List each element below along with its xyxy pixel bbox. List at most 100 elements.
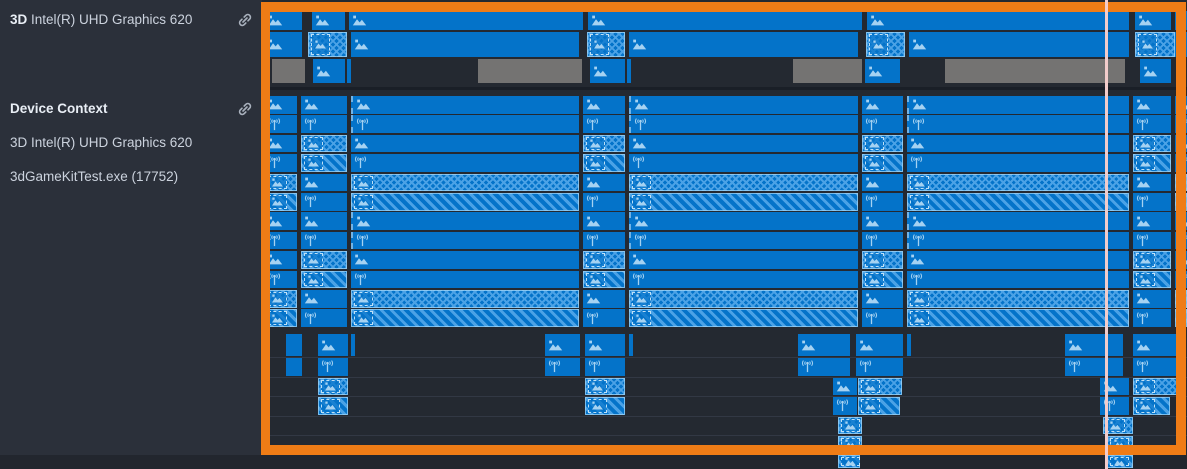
gpu-work-bar[interactable] [1133,377,1177,395]
track-header-3d-engine[interactable]: 3D Intel(R) UHD Graphics 620 [0,8,262,32]
gpu-work-bar[interactable] [585,397,625,415]
gpu-work-bar[interactable] [907,115,1129,133]
gpu-work-bar[interactable] [545,334,580,356]
gpu-work-bar[interactable] [286,334,302,356]
gpu-work-bar[interactable] [862,270,903,289]
gpu-work-bar[interactable] [351,134,579,153]
gpu-work-bar[interactable] [629,270,858,289]
gpu-work-bar[interactable] [585,358,625,376]
gpu-work-bar[interactable] [856,334,903,356]
gpu-work-bar[interactable] [1065,334,1123,356]
gpu-work-bar[interactable] [833,377,857,395]
gpu-work-bar[interactable] [301,231,347,250]
gpu-work-bar[interactable] [1107,455,1133,468]
gpu-work-bar[interactable] [1133,154,1171,172]
gpu-work-bar[interactable] [907,334,911,356]
gpu-work-bar[interactable] [1133,231,1171,250]
gpu-work-bar[interactable] [583,251,625,269]
gpu-work-bar[interactable] [585,334,625,356]
gpu-work-bar[interactable] [862,96,903,114]
gpu-work-bar[interactable] [1133,290,1171,308]
gpu-work-bar[interactable] [265,212,297,230]
gpu-work-bar[interactable] [583,193,625,211]
gpu-work-bar[interactable] [907,309,1129,327]
link-icon[interactable] [236,100,254,118]
gpu-work-bar[interactable] [627,59,631,83]
gpu-work-bar[interactable] [351,32,579,57]
gpu-work-bar[interactable] [907,290,1129,308]
gpu-work-bar[interactable] [351,251,579,269]
gpu-work-bar[interactable] [862,231,903,250]
gpu-work-bar[interactable] [318,358,348,376]
link-icon[interactable] [236,11,254,29]
gpu-work-bar[interactable] [351,231,579,250]
gpu-work-bar[interactable] [301,309,347,327]
gpu-work-bar[interactable] [301,96,347,114]
gpu-work-bar[interactable] [629,290,858,308]
gpu-work-bar[interactable] [833,397,857,415]
gpu-work-bar[interactable] [583,115,625,133]
gpu-work-bar[interactable] [838,416,862,434]
gpu-work-bar[interactable] [1133,96,1171,114]
gpu-work-bar[interactable] [1133,334,1177,356]
gpu-work-bar[interactable] [907,231,1129,250]
gpu-work-bar[interactable] [629,32,858,57]
gpu-work-bar[interactable] [862,173,903,192]
gpu-work-bar[interactable] [351,154,579,172]
gpu-work-bar[interactable] [629,212,858,230]
gpu-work-bar[interactable] [265,115,297,133]
playhead-line[interactable] [1105,0,1108,469]
gpu-work-bar[interactable] [629,173,858,192]
gpu-work-bar[interactable] [907,134,1129,153]
gpu-work-bar[interactable] [629,334,633,356]
gpu-work-bar[interactable] [1133,397,1170,415]
gpu-work-bar[interactable] [301,212,347,230]
gpu-work-bar[interactable] [629,251,858,269]
gpu-work-bar[interactable] [318,397,348,415]
gpu-work-bar[interactable] [265,32,302,57]
gpu-work-bar[interactable] [351,212,579,230]
gpu-work-bar[interactable] [1133,212,1171,230]
gpu-work-bar[interactable] [351,309,579,327]
gpu-work-bar[interactable] [629,193,858,211]
gpu-work-bar[interactable] [907,154,1129,172]
gpu-work-bar[interactable] [351,290,579,308]
gpu-work-bar[interactable] [862,212,903,230]
gpu-work-bar[interactable] [347,59,351,83]
gpu-work-bar[interactable] [265,134,297,153]
gpu-work-bar[interactable] [907,251,1129,269]
gpu-work-bar[interactable] [862,251,903,269]
gpu-work-bar[interactable] [1133,134,1171,153]
gpu-work-bar[interactable] [301,154,347,172]
gpu-work-bar[interactable] [265,309,297,327]
gpu-work-bar[interactable] [301,270,347,289]
gpu-work-bar[interactable] [629,115,858,133]
gpu-work-bar[interactable] [265,270,297,289]
gpu-work-bar[interactable] [862,154,903,172]
gpu-work-bar[interactable] [265,193,297,211]
gpu-work-bar[interactable] [351,115,579,133]
gpu-work-bar[interactable] [583,212,625,230]
gpu-work-bar[interactable] [583,231,625,250]
gpu-work-bar[interactable] [590,59,625,83]
gpu-work-bar[interactable] [907,270,1129,289]
gpu-work-bar[interactable] [1135,32,1175,57]
gpu-work-bar[interactable] [583,173,625,192]
gpu-work-bar[interactable] [312,11,345,30]
gpu-work-bar[interactable] [351,270,579,289]
gpu-work-bar[interactable] [1133,358,1177,376]
gpu-work-bar[interactable] [865,59,900,83]
gpu-work-bar[interactable] [301,134,347,153]
gpu-work-bar[interactable] [308,32,347,57]
gpu-work-bar[interactable] [265,173,297,192]
gpu-work-bar[interactable] [907,96,1129,114]
gpu-work-bar[interactable] [301,173,347,192]
gpu-work-bar[interactable] [862,134,903,153]
gpu-work-bar[interactable] [907,173,1129,192]
gpu-work-bar[interactable] [1135,11,1171,30]
gpu-work-bar[interactable] [629,231,858,250]
gpu-work-bar[interactable] [286,358,302,376]
gpu-work-bar[interactable] [629,309,858,327]
gpu-work-bar[interactable] [351,193,579,211]
gpu-work-bar[interactable] [629,96,858,114]
